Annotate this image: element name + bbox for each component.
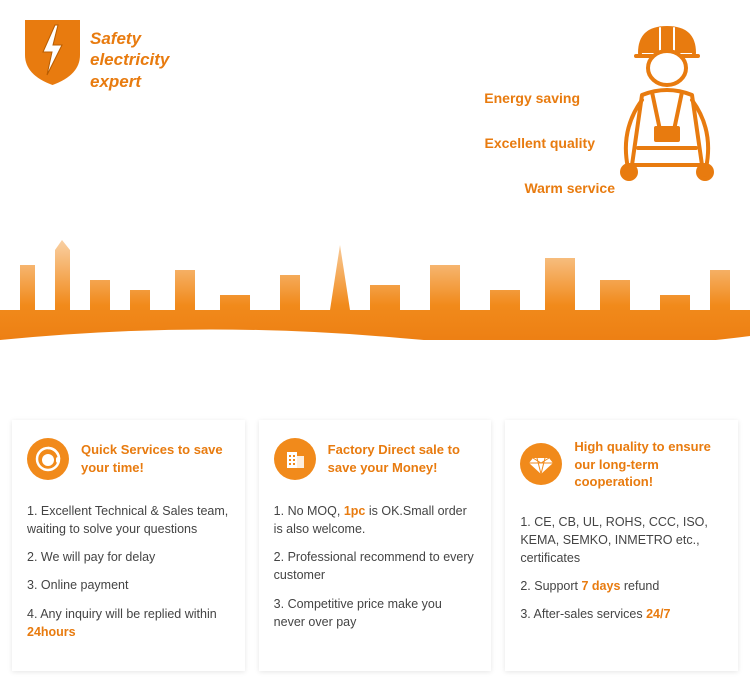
factory-icon [274, 438, 316, 480]
feature-warm-service: Warm service [524, 180, 615, 196]
feature-excellent-quality: Excellent quality [485, 135, 595, 151]
list-item: 2. Professional recommend to every custo… [274, 548, 477, 584]
card-factory-direct: Factory Direct sale to save your Money! … [259, 420, 492, 671]
logo-block: Safety electricity expert [25, 20, 169, 200]
card-head: High quality to ensure our long-term coo… [520, 438, 723, 491]
card-title: Quick Services to save your time! [81, 441, 230, 476]
list-item: 3. After-sales services 24/7 [520, 605, 723, 623]
logo-line-2: electricity [90, 49, 169, 70]
feature-energy-saving: Energy saving [484, 90, 580, 106]
card-quick-services: Quick Services to save your time! 1. Exc… [12, 420, 245, 671]
card-list: 1. Excellent Technical & Sales team, wai… [27, 502, 230, 641]
list-item: 2. We will pay for delay [27, 548, 230, 566]
worker-icon [610, 20, 725, 195]
list-item: 1. No MOQ, 1pc is OK.Small order is also… [274, 502, 477, 538]
card-list: 1. No MOQ, 1pc is OK.Small order is also… [274, 502, 477, 631]
card-head: Quick Services to save your time! [27, 438, 230, 480]
headset-icon [27, 438, 69, 480]
shield-bolt-icon [25, 20, 80, 90]
card-head: Factory Direct sale to save your Money! [274, 438, 477, 480]
card-title: Factory Direct sale to save your Money! [328, 441, 477, 476]
list-item: 3. Online payment [27, 576, 230, 594]
card-high-quality: High quality to ensure our long-term coo… [505, 420, 738, 671]
header: Safety electricity expert [0, 0, 750, 200]
diamond-icon [520, 443, 562, 485]
list-item: 1. CE, CB, UL, ROHS, CCC, ISO, KEMA, SEM… [520, 513, 723, 567]
logo-line-3: expert [90, 71, 169, 92]
city-skyline [0, 210, 750, 385]
logo-line-1: Safety [90, 28, 169, 49]
logo-text: Safety electricity expert [90, 28, 169, 92]
list-item: 4. Any inquiry will be replied within 24… [27, 605, 230, 641]
list-item: 3. Competitive price make you never over… [274, 595, 477, 631]
card-title: High quality to ensure our long-term coo… [574, 438, 723, 491]
worker-block: Energy saving Excellent quality Warm ser… [425, 20, 725, 200]
card-list: 1. CE, CB, UL, ROHS, CCC, ISO, KEMA, SEM… [520, 513, 723, 624]
list-item: 1. Excellent Technical & Sales team, wai… [27, 502, 230, 538]
cards-row: Quick Services to save your time! 1. Exc… [12, 420, 738, 671]
list-item: 2. Support 7 days refund [520, 577, 723, 595]
